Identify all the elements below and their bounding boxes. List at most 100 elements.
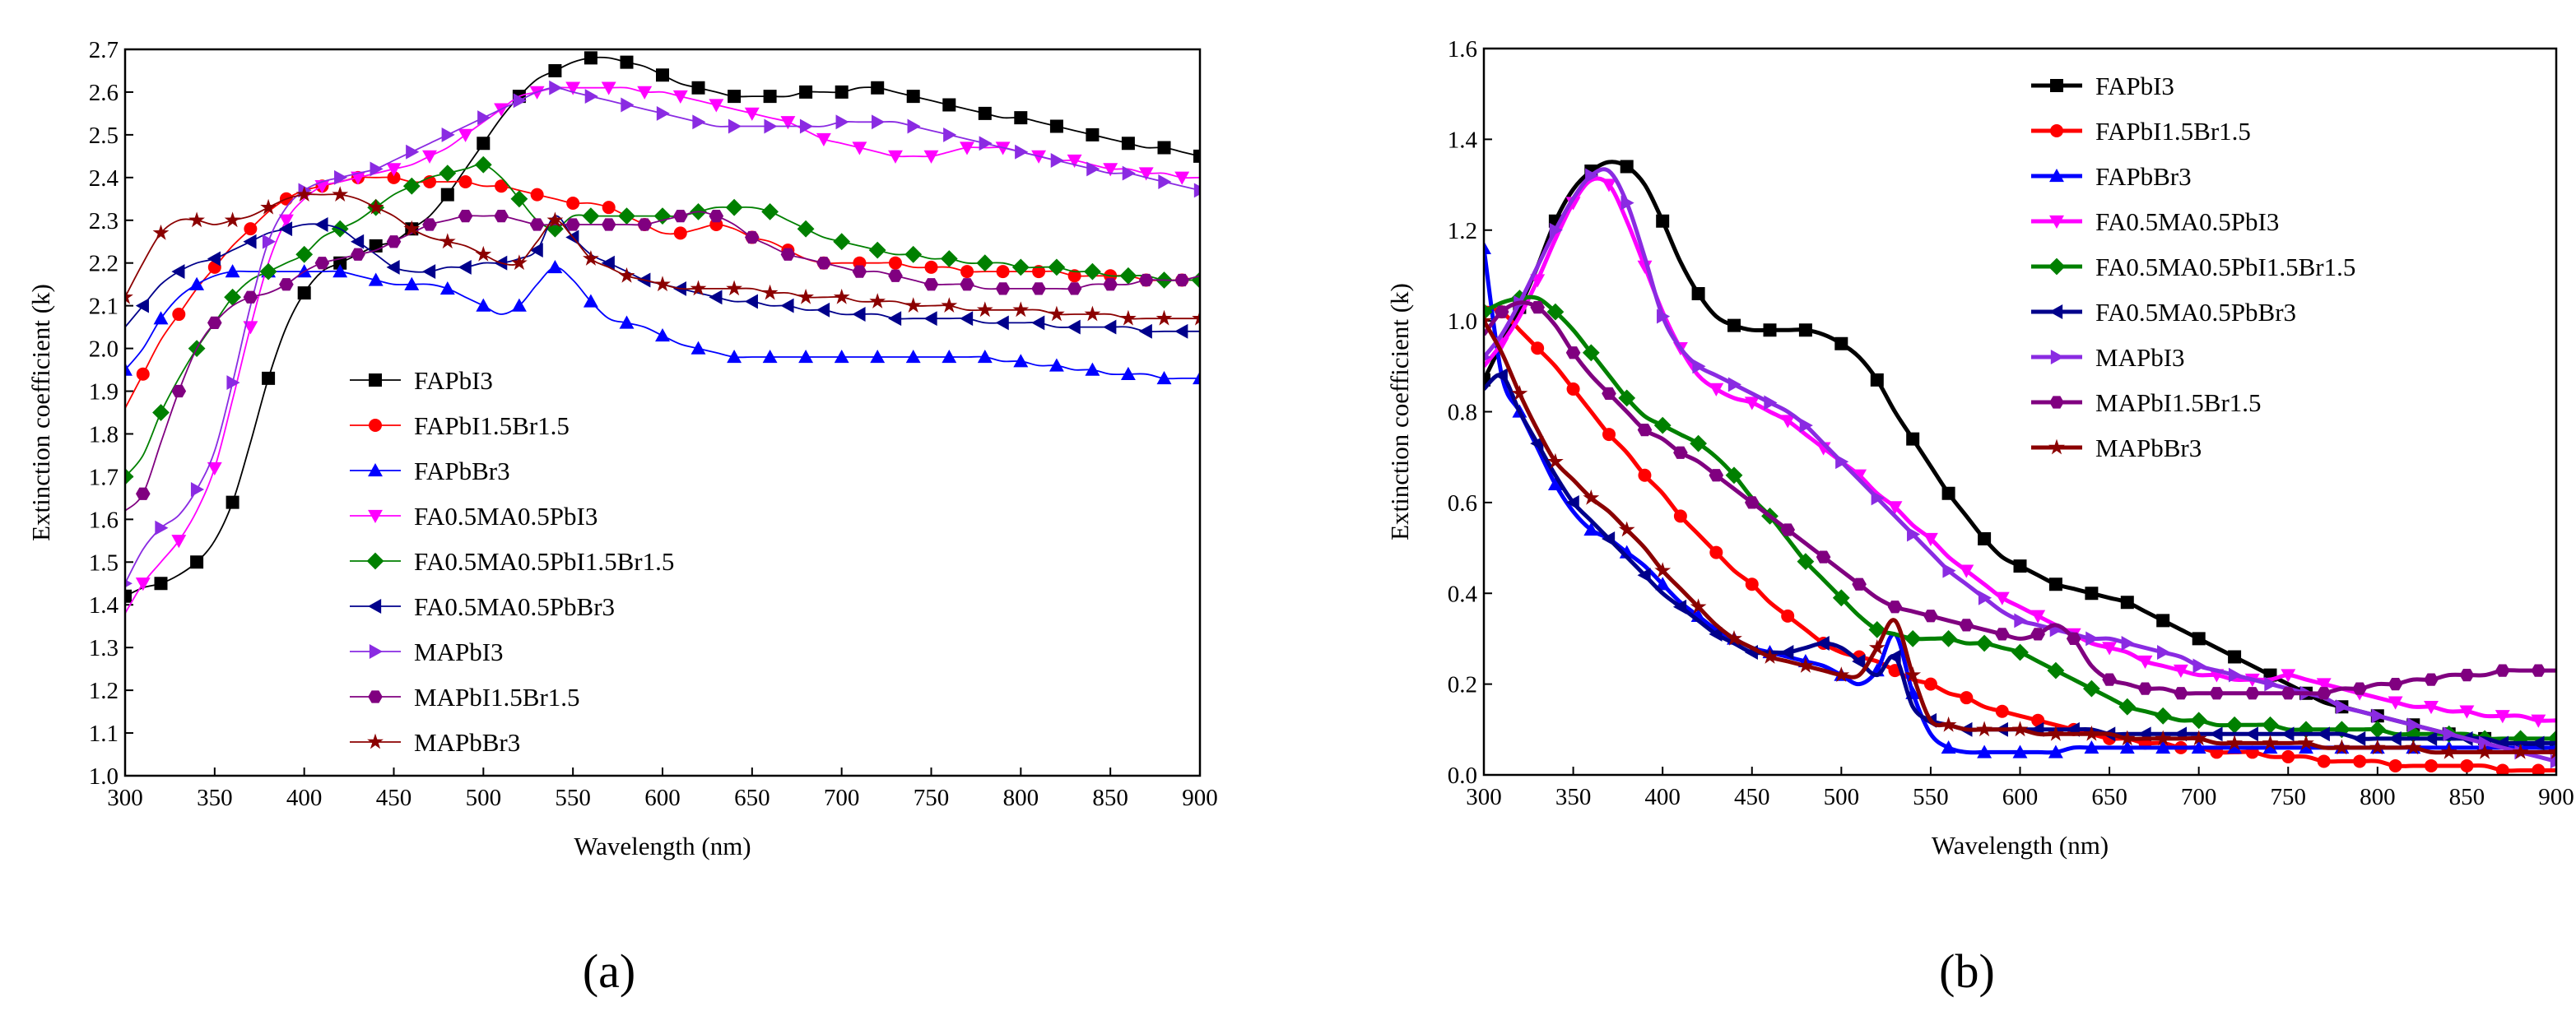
data-point (868, 241, 886, 259)
data-point (725, 198, 743, 216)
y-tick-label: 1.2 (89, 678, 119, 704)
data-point (1103, 319, 1117, 335)
data-point (1602, 531, 1616, 546)
data-point (1618, 389, 1636, 407)
data-point (262, 371, 276, 385)
data-point (295, 186, 313, 202)
data-point (1673, 509, 1687, 523)
data-point (1690, 434, 1707, 452)
data-point (458, 259, 472, 275)
data-point (332, 186, 349, 202)
data-point (1726, 630, 1742, 646)
x-tick-label: 450 (376, 785, 412, 811)
series-MAPbI1.5Br1.5 (1484, 300, 2556, 700)
data-point (2121, 636, 2135, 651)
data-point (1582, 344, 1600, 362)
data-point (190, 482, 205, 497)
data-point (690, 341, 706, 355)
data-point (171, 264, 185, 280)
data-point (656, 68, 669, 82)
data-point (546, 211, 564, 228)
data-point (368, 272, 384, 286)
data-point (546, 220, 564, 238)
data-point (458, 175, 472, 189)
data-point (188, 211, 205, 228)
data-point (602, 201, 616, 215)
data-point (619, 315, 635, 329)
data-point (189, 276, 205, 290)
data-point (386, 259, 400, 275)
data-point (1709, 626, 1723, 642)
plot-area (125, 51, 1200, 614)
data-point (1852, 469, 1867, 483)
data-point (835, 114, 849, 130)
data-point (1638, 468, 1652, 482)
data-point (744, 107, 760, 121)
data-point (1618, 521, 1635, 537)
data-point (1798, 323, 1812, 337)
data-point (888, 256, 902, 270)
data-point (1976, 721, 1992, 737)
data-point (1138, 323, 1152, 339)
data-point (549, 80, 563, 95)
legend-label: FA0.5MA0.5PbI3 (2095, 207, 2279, 236)
data-point (2048, 725, 2064, 741)
data-point (1583, 489, 1600, 505)
data-point (1923, 610, 1938, 623)
data-point (620, 55, 634, 69)
legend-marker (2050, 350, 2064, 364)
series-line (1484, 305, 2556, 773)
data-point (1672, 599, 1687, 614)
data-point (2225, 716, 2244, 734)
data-point (1494, 368, 1508, 383)
legend-entry: MAPbI3 (350, 638, 504, 666)
data-point (1048, 258, 1066, 276)
data-point (764, 118, 778, 134)
data-point (1193, 370, 1200, 385)
data-point (1156, 370, 1172, 385)
data-point (1868, 639, 1886, 655)
data-point (1049, 119, 1063, 133)
data-point (2245, 687, 2260, 700)
legend-label: MAPbI3 (2095, 343, 2185, 372)
data-point (582, 207, 600, 225)
data-point (1566, 382, 1580, 396)
x-tick-label: 700 (824, 785, 860, 811)
data-point (2495, 763, 2509, 775)
data-point (153, 311, 169, 325)
data-point (314, 217, 328, 232)
data-point (494, 209, 509, 223)
data-point (2405, 739, 2422, 755)
data-point (2495, 664, 2510, 677)
y-tick-label: 2.5 (89, 123, 119, 149)
data-point (1725, 466, 1743, 485)
data-point (2531, 714, 2546, 728)
data-point (905, 350, 921, 364)
data-point (332, 264, 348, 278)
series-MAPbBr3 (1484, 312, 2556, 759)
data-point (2173, 664, 2188, 679)
data-point (1887, 501, 1903, 515)
data-point (601, 255, 615, 271)
data-point (475, 245, 492, 262)
y-tick-label: 1.4 (89, 592, 119, 619)
data-point (852, 307, 866, 322)
data-point (2047, 661, 2065, 679)
data-point (1745, 496, 1760, 509)
data-point (243, 234, 257, 249)
legend-label: FA0.5MA0.5PbI1.5Br1.5 (414, 547, 674, 576)
x-tick-label: 900 (1182, 785, 1218, 811)
legend-label: MAPbI3 (414, 638, 504, 666)
data-point (1620, 195, 1634, 211)
x-axis-label: Wavelength (nm) (574, 832, 751, 860)
data-point (1657, 308, 1671, 324)
data-point (1797, 657, 1814, 673)
data-point (440, 188, 454, 202)
x-tick-label: 850 (1092, 785, 1128, 811)
data-point (2228, 650, 2242, 664)
data-point (2084, 740, 2099, 754)
data-point (940, 250, 958, 267)
data-point (637, 86, 653, 100)
plot-frame (1482, 47, 2558, 777)
